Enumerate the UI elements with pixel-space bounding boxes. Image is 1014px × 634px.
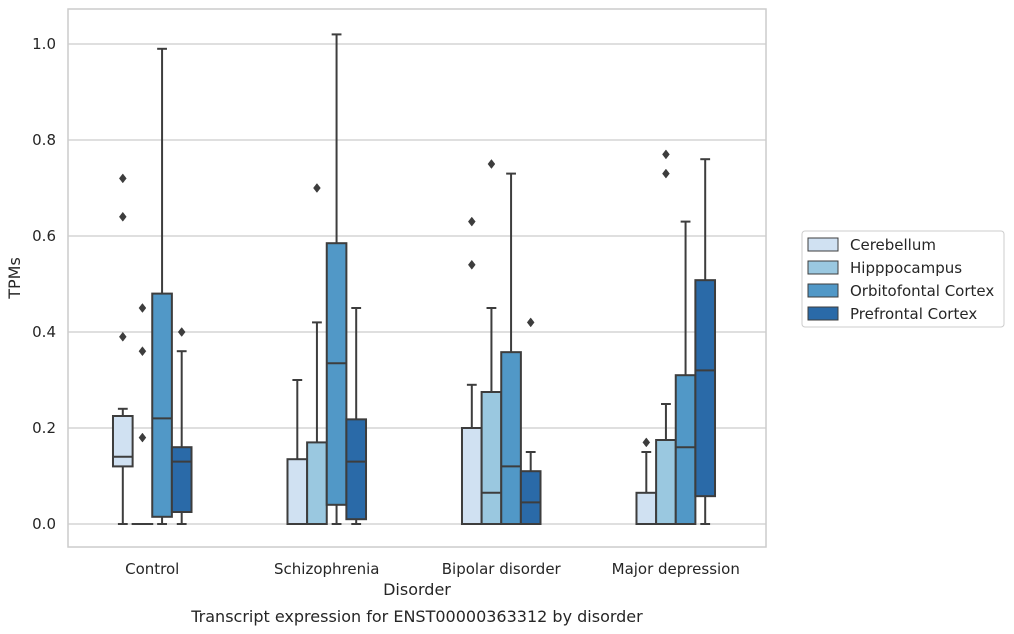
outlier-point xyxy=(487,159,496,169)
y-tick-label: 0.6 xyxy=(32,227,56,245)
legend-frame xyxy=(801,230,1005,328)
box-body xyxy=(694,279,717,498)
y-tick-label: 0.8 xyxy=(32,131,56,149)
box-cerebellum xyxy=(460,216,483,525)
box-prefrontal-cortex xyxy=(345,307,368,525)
box-body xyxy=(674,374,697,526)
legend-label: Orbitofontal Cortex xyxy=(850,282,994,300)
x-tick-label: Control xyxy=(125,560,179,578)
box-body xyxy=(306,441,328,525)
outlier-point xyxy=(662,168,670,179)
box-orbitofontal-cortex xyxy=(151,47,173,525)
y-tick-label: 1.0 xyxy=(32,35,56,53)
box-body xyxy=(151,292,173,518)
outlier-point xyxy=(118,331,127,342)
outlier-point xyxy=(467,216,476,227)
box-orbitofontal-cortex xyxy=(325,33,348,525)
x-tick-label: Major depression xyxy=(612,560,740,578)
x-axis-ticks: Control Schizophrenia Bipolar disorder Majo… xyxy=(125,560,740,578)
outlier-point xyxy=(177,327,186,337)
outlier-point xyxy=(662,149,670,160)
box-body xyxy=(325,242,348,506)
chart-caption: Transcript expression for ENST0000036331… xyxy=(190,607,643,626)
box-hipppocampus xyxy=(306,183,328,525)
plot-area-frame xyxy=(67,8,767,548)
box-body xyxy=(500,351,522,525)
y-axis-label: TPMs xyxy=(5,257,24,300)
box-plot-marks xyxy=(111,33,717,526)
outlier-point xyxy=(138,303,147,313)
box-orbitofontal-cortex xyxy=(674,220,697,526)
outlier-point xyxy=(138,346,147,357)
x-tick-label: Bipolar disorder xyxy=(442,560,562,578)
legend-label: Cerebellum xyxy=(850,236,936,254)
legend-swatch xyxy=(807,306,839,321)
y-tick-label: 0.4 xyxy=(32,323,56,341)
outlier-point xyxy=(118,211,127,222)
box-prefrontal-cortex xyxy=(519,317,542,526)
outlier-point xyxy=(118,173,127,184)
box-prefrontal-cortex xyxy=(170,327,193,525)
box-hipppocampus xyxy=(480,159,503,525)
x-axis-label: Disorder xyxy=(383,580,451,599)
box-orbitofontal-cortex xyxy=(500,172,522,525)
x-tick-label: Schizophrenia xyxy=(274,560,379,578)
box-hipppocampus xyxy=(655,149,677,525)
legend-label: Hipppocampus xyxy=(850,259,962,277)
y-tick-label: 0.0 xyxy=(32,515,56,533)
box-prefrontal-cortex xyxy=(694,158,717,525)
y-axis-ticks: 0.0 0.2 0.4 0.6 0.8 1.0 xyxy=(32,35,56,533)
outlier-point xyxy=(467,259,476,270)
outlier-point xyxy=(138,432,147,443)
box-cerebellum xyxy=(635,437,658,525)
box-body xyxy=(655,439,677,525)
box-body xyxy=(635,491,658,525)
box-cerebellum xyxy=(286,379,309,526)
legend-swatch xyxy=(807,237,839,252)
box-body xyxy=(111,415,134,468)
outlier-point xyxy=(642,437,651,448)
box-hipppocampus xyxy=(131,303,154,526)
outlier-point xyxy=(526,317,535,328)
y-tick-label: 0.2 xyxy=(32,419,56,437)
box-body xyxy=(480,391,503,525)
legend-swatch xyxy=(807,260,839,275)
box-body xyxy=(286,458,309,526)
box-body xyxy=(460,427,483,525)
box-body xyxy=(345,418,368,521)
box-body xyxy=(519,470,542,526)
legend: Cerebellum Hipppocampus Orbitofontal Corte… xyxy=(801,230,1005,328)
legend-label: Prefrontal Cortex xyxy=(850,305,977,323)
box-cerebellum xyxy=(111,173,134,525)
outlier-point xyxy=(313,183,321,193)
legend-swatch xyxy=(807,283,839,298)
box-body xyxy=(170,446,193,514)
